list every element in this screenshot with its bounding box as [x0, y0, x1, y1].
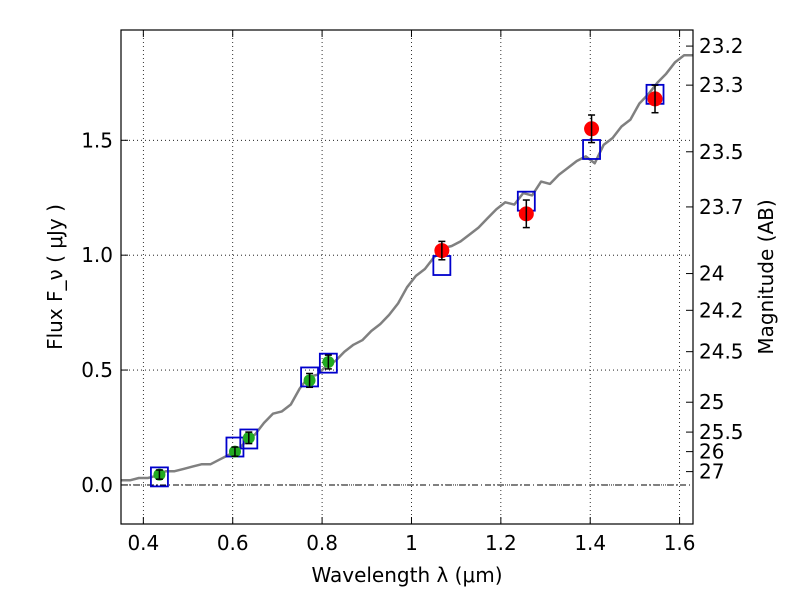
magnitude-tick-label: 25.5	[699, 420, 744, 444]
magnitude-tick-label: 23.7	[699, 195, 744, 219]
photometry-series	[153, 84, 663, 481]
magnitude-tick-label: 26	[699, 440, 724, 464]
y-axis-title: Flux F_ν ( μJy )	[43, 204, 67, 350]
spectrum-line	[121, 54, 693, 482]
y-tick-label: 1.5	[81, 128, 113, 152]
x-tick-label: 1.4	[574, 531, 606, 555]
x-tick-label: 0.6	[217, 531, 249, 555]
x-tick-label: 0.4	[127, 531, 159, 555]
magnitude-tick-label: 24	[699, 262, 724, 286]
plot-frame	[120, 29, 694, 525]
y-axis-ticks: 0.0 0.5 1.0 1.5	[81, 128, 128, 497]
magnitude-tick-label: 24.2	[699, 298, 744, 322]
y-tick-label: 1.0	[81, 243, 113, 267]
y-tick-label: 0.5	[81, 358, 113, 382]
magnitude-tick-label: 24.5	[699, 340, 744, 364]
model-box-marker	[318, 352, 338, 374]
right-axis-title: Magnitude (AB)	[754, 199, 778, 354]
magnitude-tick-label: 27	[699, 460, 724, 484]
x-tick-label: 1	[405, 531, 418, 555]
magnitude-tick-label: 25	[699, 390, 724, 414]
magnitude-tick-label: 23.5	[699, 140, 744, 164]
model-box-marker	[239, 428, 259, 450]
magnitude-tick-label: 23.3	[699, 73, 744, 97]
spectrum-series	[121, 54, 693, 482]
x-axis-ticks: 0.4 0.6 0.8 1 1.2 1.4 1.6	[127, 30, 696, 555]
x-axis-title: Wavelength λ (μm)	[311, 563, 502, 587]
model-box-marker	[150, 466, 169, 488]
magnitude-tick-label: 23.2	[699, 34, 744, 58]
x-tick-label: 0.8	[306, 531, 338, 555]
x-tick-label: 1.6	[664, 531, 696, 555]
y-tick-label: 0.0	[81, 473, 113, 497]
x-tick-label: 1.2	[485, 531, 517, 555]
plot-area	[121, 30, 693, 524]
